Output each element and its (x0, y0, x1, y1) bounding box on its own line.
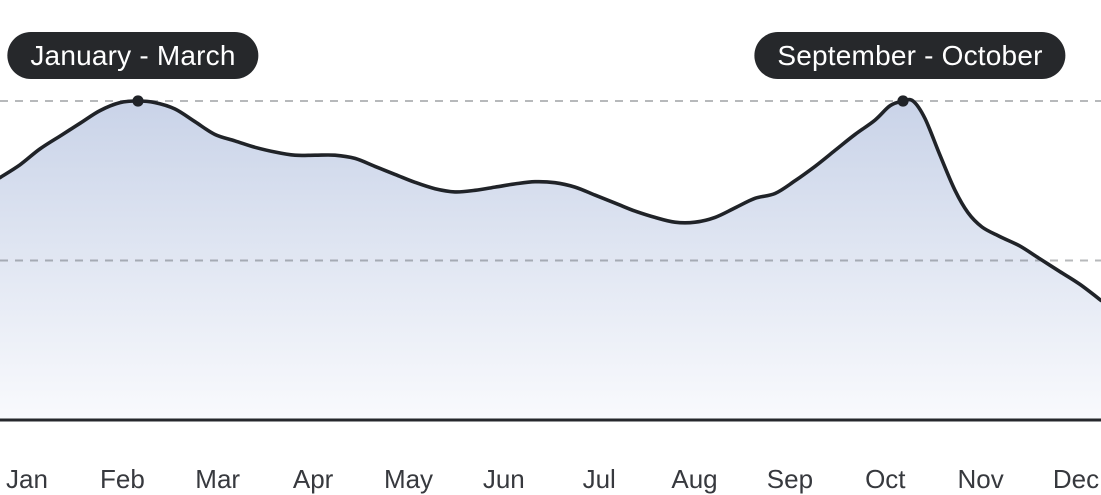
x-axis-label-aug: Aug (671, 464, 717, 494)
x-axis-label-feb: Feb (100, 464, 145, 494)
x-axis-label-may: May (384, 464, 433, 494)
tooltip-september-october: September - October (754, 32, 1066, 79)
area-fill (0, 99, 1101, 420)
x-axis-label-oct: Oct (865, 464, 906, 494)
horizontal-gridlines (0, 100, 1101, 262)
x-axis-label-sep: Sep (767, 464, 813, 494)
x-axis-label-mar: Mar (195, 464, 240, 494)
x-axis-label-jan: Jan (6, 464, 48, 494)
peak-markers (132, 95, 909, 107)
peak-marker-october[interactable] (897, 95, 909, 107)
tooltip-january-march: January - March (7, 32, 259, 79)
x-axis-labels: Jan Feb Mar Apr May Jun Jul Aug Sep Oct Nov Dec (6, 464, 1099, 494)
peak-marker-february[interactable] (132, 95, 144, 107)
trend-line (0, 97, 1101, 303)
x-axis-label-jul: Jul (583, 464, 616, 494)
x-axis-label-apr: Apr (293, 464, 334, 494)
x-axis-label-jun: Jun (483, 464, 525, 494)
x-axis-label-nov: Nov (957, 464, 1003, 494)
x-axis-label-dec: Dec (1053, 464, 1099, 494)
